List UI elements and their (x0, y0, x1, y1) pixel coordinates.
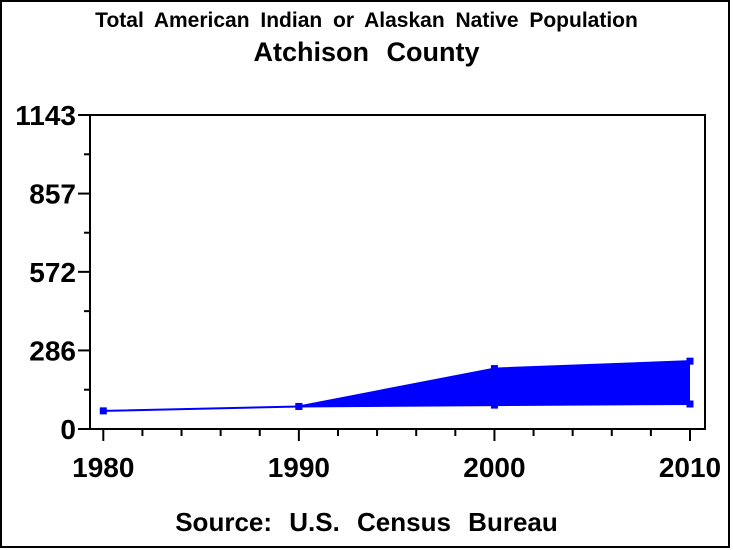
y-axis-tick-label: 572 (29, 257, 76, 288)
data-point-marker (490, 401, 498, 409)
y-axis-tick-label: 286 (29, 335, 76, 366)
x-axis-tick-label: 2010 (659, 452, 721, 483)
series-line-lower (103, 403, 691, 412)
data-point-marker (686, 400, 694, 408)
y-axis-tick-label: 857 (29, 179, 76, 210)
data-point-marker (490, 365, 498, 373)
y-axis-tick-label: 0 (60, 414, 76, 445)
chart-title: Total American Indian or Alaskan Native … (95, 9, 638, 32)
source-note: Source: U.S. Census Bureau (175, 507, 558, 537)
population-band (298, 361, 690, 407)
data-point-marker (295, 402, 303, 410)
x-axis-tick-label: 1980 (72, 452, 134, 483)
x-axis-tick-label: 2000 (463, 452, 525, 483)
data-point-marker (99, 407, 107, 415)
chart-subtitle: Atchison County (253, 37, 480, 67)
data-point-marker (686, 357, 694, 365)
x-axis-tick-label: 1990 (268, 452, 330, 483)
y-axis-tick-label: 1143 (15, 100, 76, 131)
